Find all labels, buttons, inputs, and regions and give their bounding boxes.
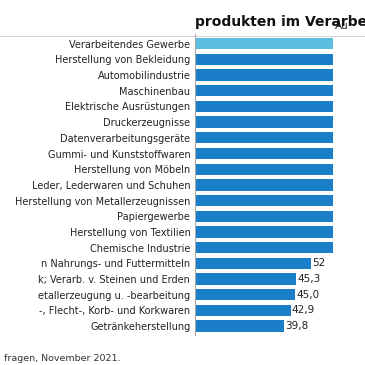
Text: 42,9: 42,9 bbox=[292, 305, 315, 315]
Bar bbox=[195, 85, 365, 96]
Bar bbox=[195, 38, 365, 49]
Text: 52: 52 bbox=[312, 258, 325, 268]
Text: fragen, November 2021.: fragen, November 2021. bbox=[4, 354, 120, 363]
Text: 45,3: 45,3 bbox=[297, 274, 320, 284]
Bar bbox=[195, 179, 365, 191]
Bar bbox=[195, 195, 365, 206]
Bar bbox=[195, 258, 311, 269]
Text: Au: Au bbox=[335, 21, 349, 31]
Bar bbox=[195, 289, 295, 300]
Bar bbox=[195, 101, 365, 112]
Bar bbox=[195, 320, 284, 332]
Bar bbox=[195, 132, 365, 143]
Bar bbox=[195, 116, 365, 128]
Bar bbox=[195, 54, 365, 65]
Text: 45,0: 45,0 bbox=[296, 290, 320, 300]
Bar bbox=[195, 148, 365, 159]
Bar bbox=[195, 211, 365, 222]
Text: 39,8: 39,8 bbox=[285, 321, 308, 331]
Bar bbox=[195, 164, 365, 175]
Bar bbox=[195, 69, 365, 81]
Text: produkten im Verarbeitenden Gewerbe: produkten im Verarbeitenden Gewerbe bbox=[195, 15, 365, 29]
Bar bbox=[195, 273, 296, 285]
Bar bbox=[195, 242, 365, 253]
Bar bbox=[195, 305, 291, 316]
Bar bbox=[195, 226, 365, 238]
